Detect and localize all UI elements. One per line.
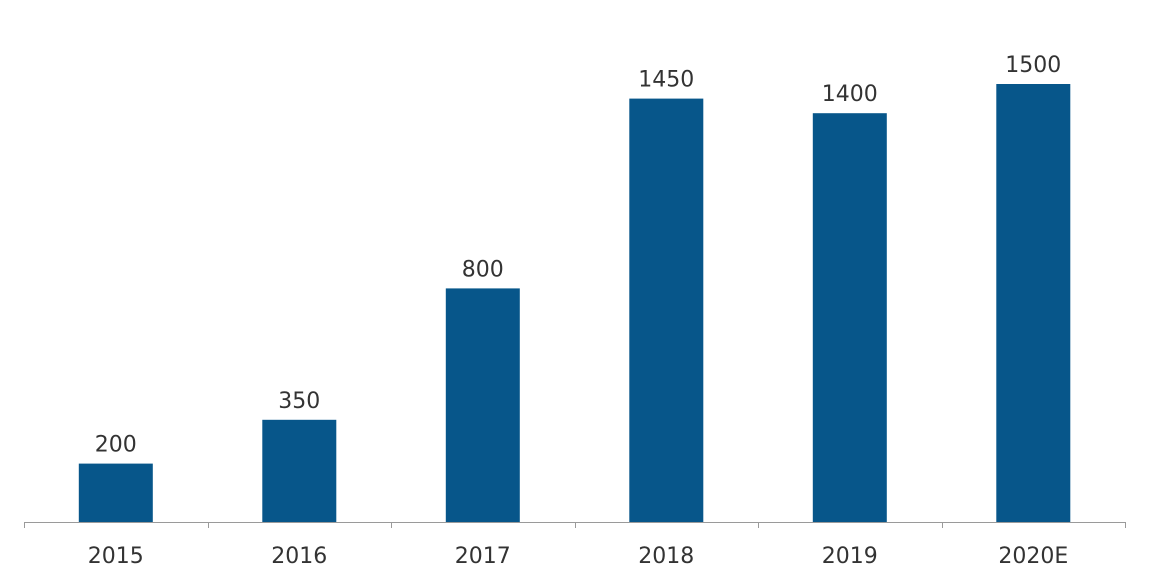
- x-axis-tick-labels-group: 2015 2016 2017 2018 2019 2020E: [88, 544, 1068, 569]
- data-label-2017: 800: [462, 257, 504, 282]
- bars-group: [78, 84, 1071, 522]
- x-tick-label-2018: 2018: [638, 544, 694, 569]
- data-label-2020E: 1500: [1005, 53, 1061, 78]
- x-tick-label-2020E: 2020E: [998, 544, 1068, 569]
- bar-2019: [812, 113, 887, 522]
- data-label-2019: 1400: [822, 82, 878, 107]
- data-label-2018: 1450: [638, 68, 694, 93]
- x-tick-label-2015: 2015: [88, 544, 144, 569]
- data-labels-group: 200 350 800 1450 1400 1500: [95, 53, 1062, 458]
- x-axis-ticks-group: [24, 522, 1126, 528]
- x-tick-label-2016: 2016: [271, 544, 327, 569]
- data-label-2016: 350: [278, 389, 320, 414]
- x-tick-label-2017: 2017: [455, 544, 511, 569]
- data-label-2015: 200: [95, 433, 137, 458]
- bar-2015: [78, 463, 153, 522]
- bar-2017: [445, 288, 520, 522]
- bar-2018: [629, 98, 704, 522]
- bar-2020E: [996, 84, 1071, 522]
- bar-2016: [262, 419, 337, 522]
- x-tick-label-2019: 2019: [822, 544, 878, 569]
